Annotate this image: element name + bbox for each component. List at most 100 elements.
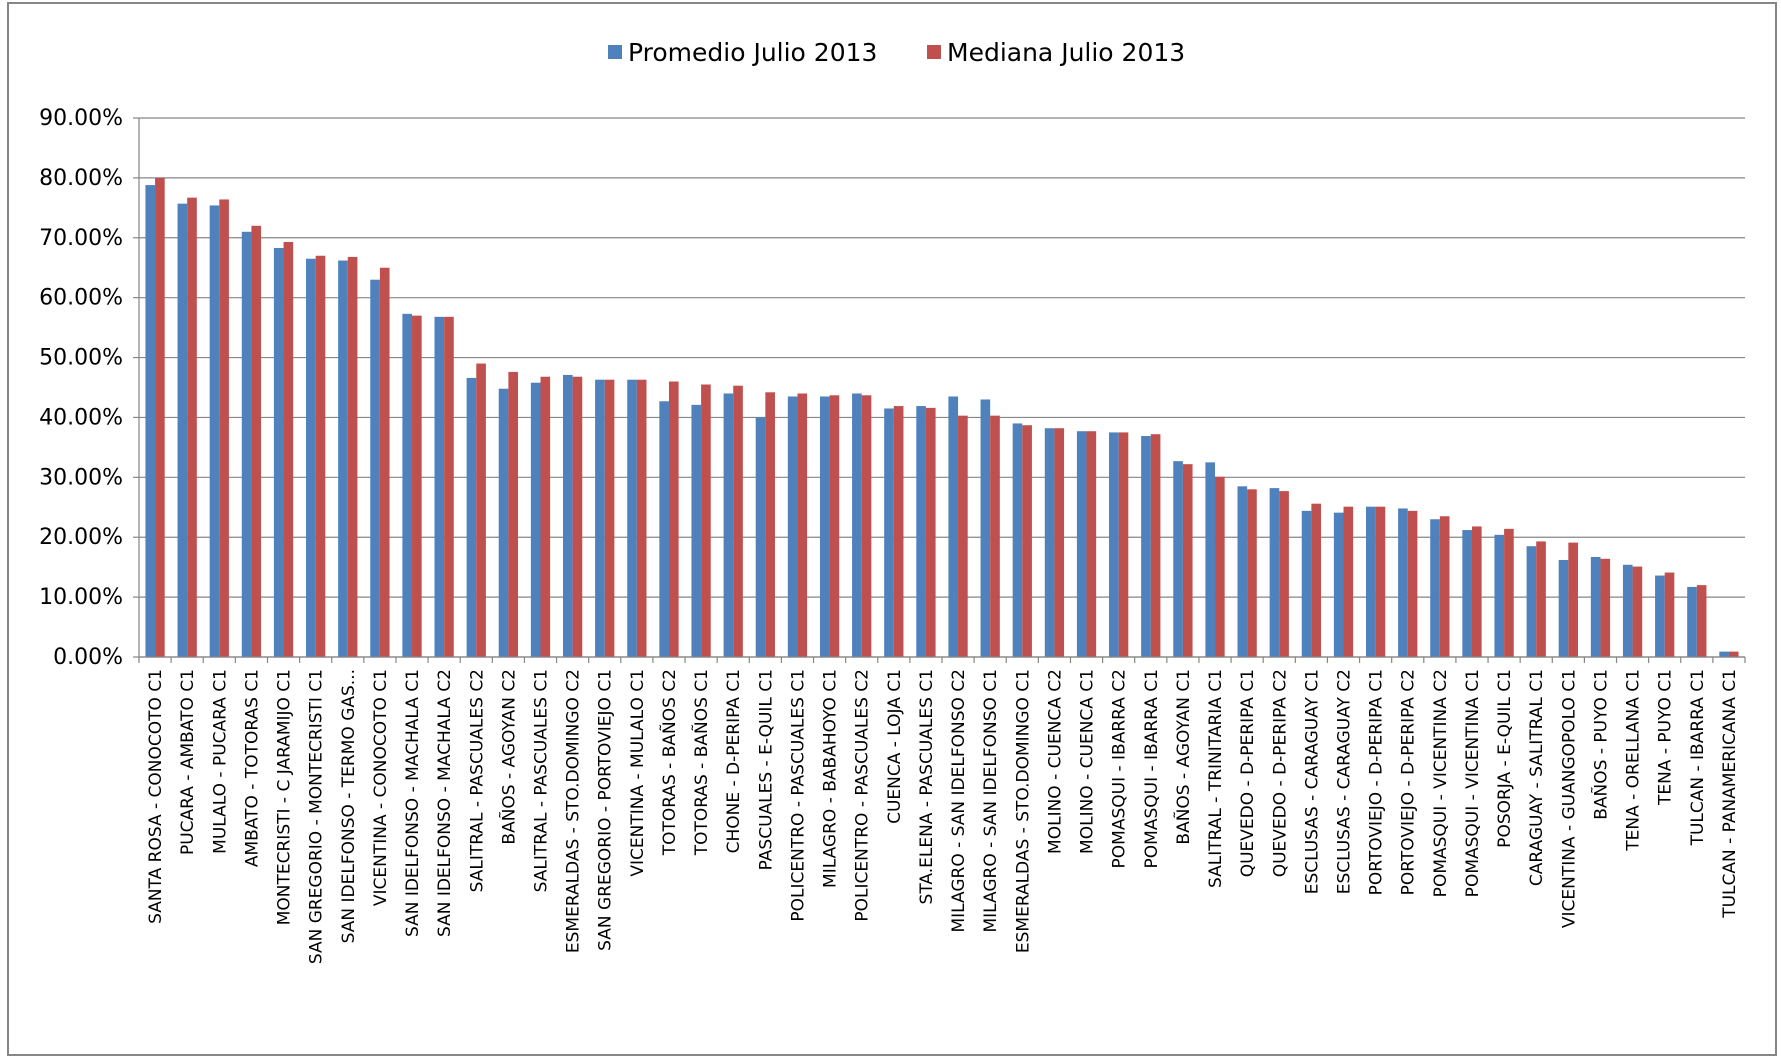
x-tick-label: SAN IDELFONSO - MACHALA C2 — [435, 669, 455, 937]
x-tick-label: MOLINO - CUENCA C2 — [1045, 669, 1065, 854]
x-tick-label: PORTOVIEJO - D-PERIPA C1 — [1367, 669, 1387, 895]
x-tick-label: AMBATO - TOTORAS C1 — [242, 669, 262, 867]
bar — [1622, 564, 1633, 657]
bar — [187, 197, 197, 657]
x-tick-label: POMASQUI - VICENTINA C1 — [1463, 669, 1483, 897]
bar — [787, 396, 798, 657]
bar — [1430, 519, 1440, 657]
bar — [1568, 542, 1578, 657]
x-tick-label: QUEVEDO - D-PERIPA C2 — [1270, 669, 1290, 877]
x-tick-label: SALITRAL - TRINITARIA C1 — [1206, 669, 1226, 888]
legend-swatch — [927, 45, 941, 59]
bar — [861, 395, 872, 657]
x-tick-label: ESMERALDAS - STO.DOMINGO C2 — [564, 669, 584, 953]
bar — [1141, 436, 1151, 657]
x-tick-label: ESCLUSAS - CARAGUAY C1 — [1302, 669, 1322, 894]
x-tick-label: PORTOVIEJO - D-PERIPA C2 — [1399, 669, 1419, 895]
bar — [1728, 651, 1739, 657]
bar — [1237, 486, 1248, 657]
bar — [1215, 476, 1225, 657]
x-tick-label: TOTORAS - BAÑOS C2 — [658, 669, 680, 856]
bar — [1333, 512, 1344, 657]
bar — [1719, 651, 1729, 657]
x-tick-label: CUENCA - LOJA C1 — [885, 669, 905, 824]
x-tick-label: MILAGRO - SAN IDELFONSO C2 — [949, 669, 969, 933]
bar — [1664, 572, 1675, 657]
bar — [1279, 491, 1289, 657]
bar — [1012, 423, 1023, 657]
x-tick-label: ESMERALDAS - STO.DOMINGO C1 — [1013, 669, 1033, 953]
x-tick-label: BAÑOS - AGOYAN C1 — [1172, 669, 1194, 845]
bar — [916, 406, 926, 657]
bar — [925, 407, 936, 657]
x-tick-label: SAN GREGORIO - MONTECRISTI C1 — [307, 669, 327, 964]
legend-swatch — [608, 45, 622, 59]
y-tick-label: 0.00% — [53, 645, 123, 670]
bar — [1407, 510, 1418, 657]
x-tick-label: CARAGUAY - SALITRAL C1 — [1527, 669, 1547, 886]
x-tick-label: SALITRAL - PASCUALES C1 — [532, 669, 552, 892]
x-tick-label: SALITRAL - PASCUALES C2 — [467, 669, 487, 892]
bar — [604, 379, 615, 657]
x-tick-label: QUEVEDO - D-PERIPA C1 — [1238, 669, 1258, 877]
bar — [627, 379, 637, 657]
x-tick-label: MONTECRISTI - C JARAMIJO C1 — [275, 669, 295, 925]
bar — [1365, 506, 1376, 657]
bar — [1173, 461, 1183, 657]
bar — [1247, 489, 1257, 657]
bar — [1343, 506, 1354, 657]
x-tick-label: MOLINO - CUENCA C1 — [1078, 669, 1098, 854]
bar — [530, 382, 541, 657]
x-tick-label: POLICENTRO - PASCUALES C2 — [853, 669, 873, 922]
bar — [1471, 526, 1482, 657]
bar — [315, 255, 326, 657]
bar — [412, 315, 422, 657]
bar — [1109, 432, 1119, 657]
bar — [1504, 528, 1514, 657]
bar — [884, 408, 894, 657]
bar — [306, 258, 316, 657]
x-tick-label: POMASQUI - VICENTINA C2 — [1431, 669, 1451, 897]
bar — [1118, 432, 1129, 657]
bar — [1076, 431, 1087, 657]
bar — [948, 396, 959, 657]
x-tick-label: MULALO - PUCARA C1 — [210, 669, 230, 854]
bar — [723, 393, 734, 657]
x-tick-label: BAÑOS - AGOYAN C2 — [497, 669, 519, 845]
bar — [1086, 431, 1097, 657]
bar — [209, 205, 220, 657]
y-tick-label: 90.00% — [39, 106, 123, 131]
bar — [980, 399, 991, 657]
bar — [852, 393, 862, 657]
bar — [466, 377, 477, 657]
bar — [1462, 530, 1472, 657]
bar — [508, 371, 519, 657]
bar — [990, 415, 1000, 657]
bar — [659, 401, 669, 657]
bar — [251, 225, 262, 658]
bar — [177, 203, 188, 657]
x-tick-label: SAN GREGORIO - PORTOVIEJO C1 — [596, 669, 616, 951]
bar — [1536, 541, 1546, 657]
bar — [540, 376, 551, 657]
bar — [379, 267, 390, 657]
x-tick-label: CHONE - D-PERIPA C1 — [724, 669, 744, 853]
bar — [1600, 558, 1611, 657]
bar — [595, 379, 605, 657]
y-tick-label: 80.00% — [39, 166, 123, 191]
bar — [572, 376, 583, 657]
bar — [1205, 462, 1216, 657]
bar — [1632, 566, 1643, 657]
x-tick-label: PUCARA - AMBATO C1 — [178, 669, 198, 855]
x-tick-label: STA.ELENA - PASCUALES C1 — [917, 669, 937, 904]
y-tick-label: 30.00% — [39, 465, 123, 490]
bar — [1526, 546, 1537, 657]
bar — [444, 316, 454, 657]
legend-label: Mediana Julio 2013 — [947, 38, 1185, 67]
x-tick-label: ESCLUSAS - CARAGUAY C2 — [1335, 669, 1355, 894]
x-tick-label: MILAGRO - SAN IDELFONSO C1 — [981, 669, 1001, 933]
bar — [893, 406, 904, 657]
bar — [1150, 434, 1161, 657]
bar — [338, 260, 348, 657]
